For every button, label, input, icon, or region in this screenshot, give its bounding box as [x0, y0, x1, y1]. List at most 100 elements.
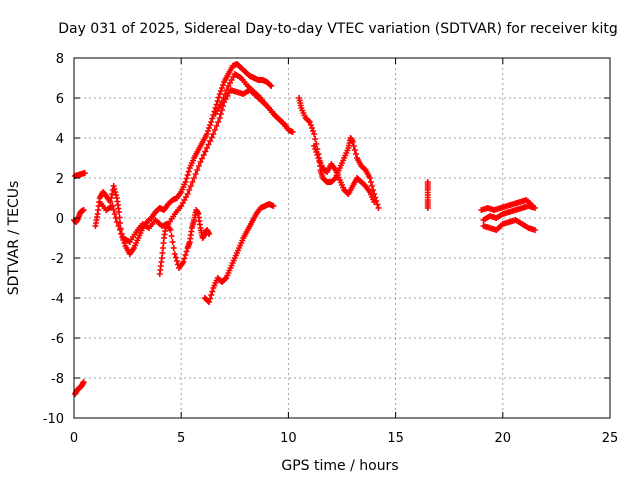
data-point [207, 138, 214, 144]
data-point [209, 288, 216, 295]
data-point [312, 136, 319, 142]
data-point [369, 183, 376, 189]
data-point [209, 115, 216, 122]
data-point [189, 179, 196, 185]
x-tick-label: 0 [70, 431, 78, 446]
data-point [172, 254, 179, 261]
data-point [217, 88, 224, 94]
x-tick-label: 20 [495, 431, 512, 446]
data-point [173, 258, 180, 264]
data-point [306, 119, 313, 125]
data-point [167, 227, 174, 233]
y-tick-labels: -10 -8 -6 -4 -2 0 2 4 6 8 [43, 52, 64, 427]
data-point [349, 139, 356, 145]
data-point [117, 227, 124, 233]
y-tick-label: -6 [51, 332, 64, 347]
data-point [109, 203, 116, 209]
y-tick-label: -10 [43, 412, 64, 427]
series-s6 [212, 71, 290, 129]
data-point [208, 134, 215, 141]
series-s14 [480, 217, 538, 233]
data-point [192, 171, 199, 177]
data-point [270, 203, 277, 209]
series-s8 [201, 201, 277, 305]
data-point [223, 87, 230, 93]
data-point [331, 176, 338, 182]
data-point [305, 118, 312, 124]
data-point [191, 175, 198, 181]
series-s13 [480, 203, 538, 223]
data-point [112, 189, 119, 195]
series-s11 [424, 179, 431, 211]
x-tick-label: 15 [387, 431, 404, 446]
data-point [308, 125, 315, 131]
data-point [187, 183, 194, 189]
data-point [169, 239, 176, 245]
data-point [110, 207, 117, 213]
data-point [531, 205, 538, 211]
data-point [267, 82, 274, 88]
data-point [312, 146, 319, 152]
data-point [197, 159, 204, 165]
x-tick-label: 25 [602, 431, 619, 446]
data-point [307, 122, 314, 128]
data-point [208, 119, 215, 125]
x-tick-label: 10 [280, 431, 297, 446]
data-point [208, 292, 215, 298]
data-point [109, 191, 116, 197]
y-axis-label: SDTVAR / TECUs [6, 181, 22, 296]
series-s9 [296, 95, 382, 211]
data-point [181, 255, 188, 262]
data-point [182, 252, 189, 258]
data-point [205, 128, 211, 134]
data-point [211, 127, 218, 133]
data-point [116, 209, 123, 215]
data-point [424, 205, 431, 211]
data-point [180, 259, 187, 265]
data-point [214, 98, 221, 104]
data-point [81, 170, 88, 176]
y-tick-label: -4 [51, 292, 64, 307]
data-point [184, 172, 191, 178]
data-point [185, 168, 192, 175]
data-point [111, 211, 118, 217]
data-point [183, 248, 190, 255]
data-point [205, 141, 212, 148]
y-tick-label: -8 [51, 372, 64, 387]
data-point [113, 192, 120, 198]
grid [74, 58, 610, 418]
data-point [108, 195, 115, 201]
y-tick-label: 2 [56, 172, 64, 187]
data-point [375, 205, 382, 211]
y-tick-label: 6 [56, 92, 64, 107]
data-point [367, 179, 374, 185]
data-point [374, 201, 381, 208]
series-s10 [311, 143, 378, 205]
data-point [207, 122, 214, 128]
data-point [218, 107, 225, 113]
data-points [71, 61, 538, 397]
data-point [314, 152, 321, 158]
data-point [217, 111, 224, 117]
data-point [200, 152, 207, 158]
data-point [170, 245, 177, 251]
data-point [80, 379, 87, 385]
x-tick-labels: 0 5 10 15 20 25 [70, 431, 618, 446]
data-point [218, 85, 225, 91]
data-point [118, 231, 125, 237]
data-point [195, 163, 202, 169]
data-point [203, 131, 210, 137]
data-point [220, 95, 227, 101]
data-point [366, 175, 373, 181]
y-tick-label: 8 [56, 52, 64, 67]
series-s12 [478, 197, 536, 213]
data-point [350, 143, 357, 149]
data-point [351, 147, 358, 153]
data-point [186, 187, 193, 193]
data-point [210, 131, 217, 137]
data-point [115, 223, 122, 229]
data-point [311, 143, 318, 149]
data-point [371, 199, 378, 205]
series-s7 [156, 207, 213, 277]
